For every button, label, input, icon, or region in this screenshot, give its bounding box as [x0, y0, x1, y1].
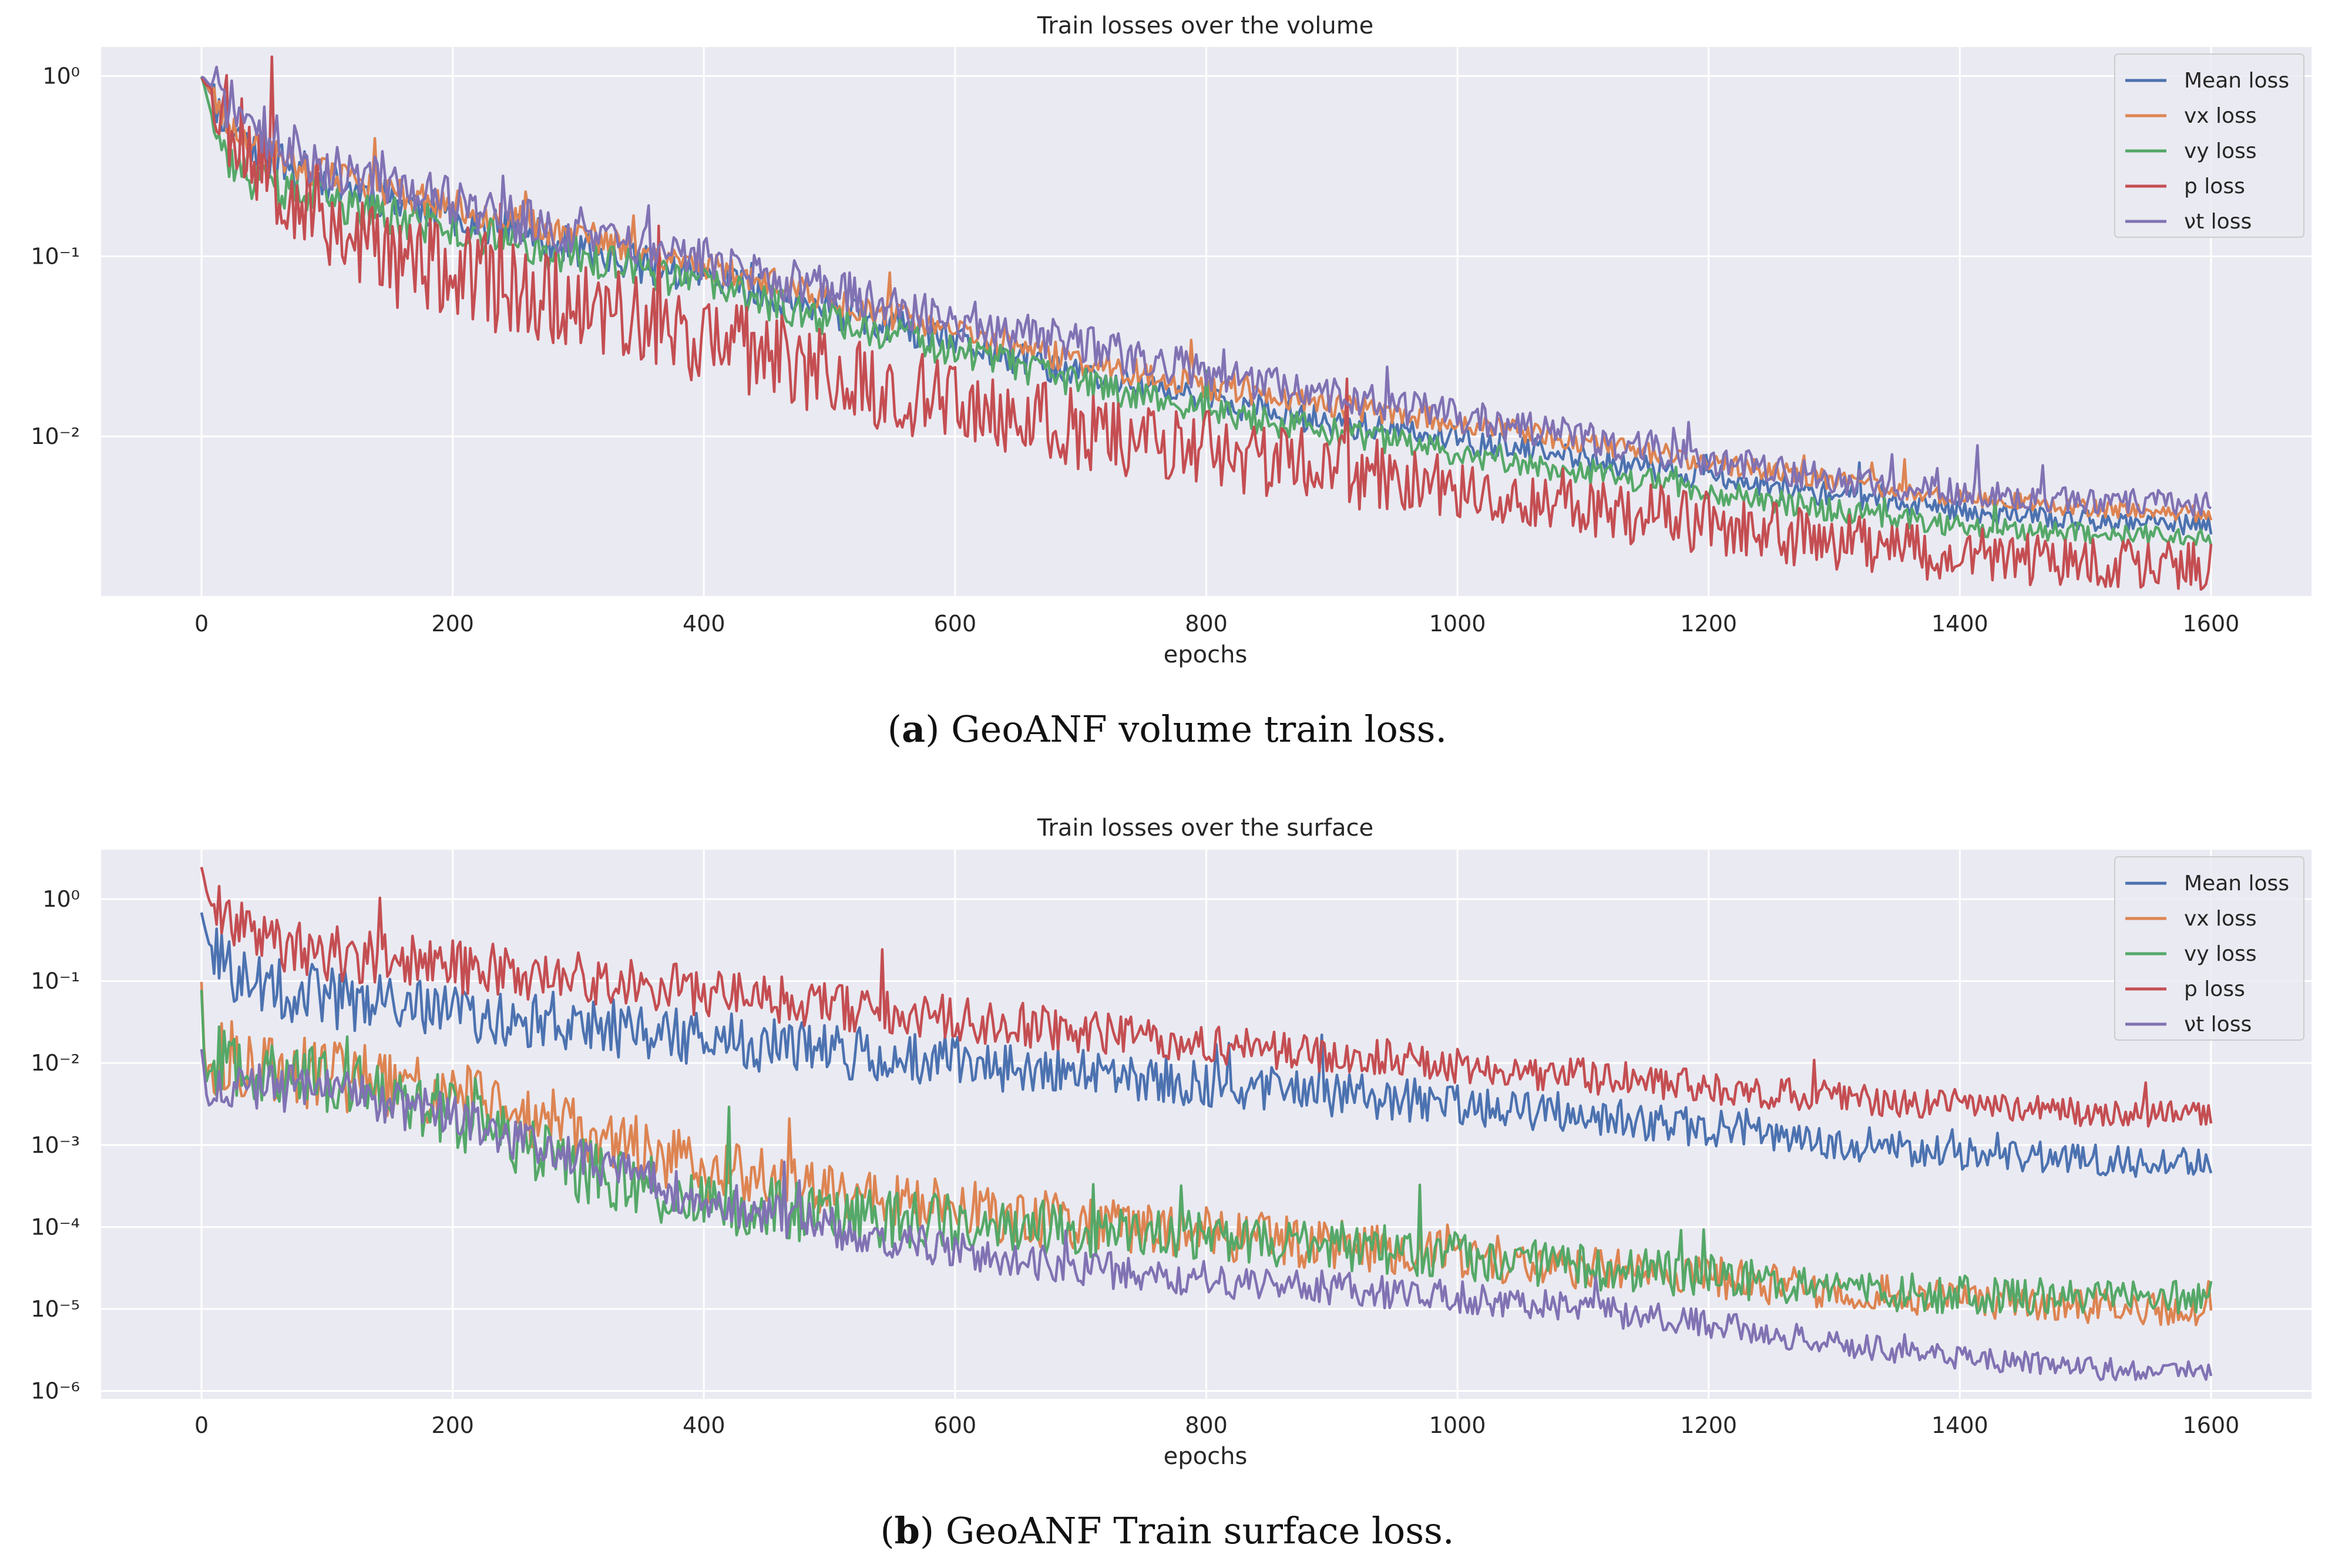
x-tick-label: 200	[431, 611, 474, 637]
y-tick-label: 10⁻¹	[31, 243, 80, 269]
caption-a: (a) GeoANF volume train loss.	[888, 708, 1447, 751]
y-tick-label: 10⁻⁶	[31, 1378, 80, 1404]
legend-label: vy loss	[2184, 139, 2257, 163]
legend: Mean loss vx loss vy loss p loss νt loss	[2114, 856, 2304, 1041]
series-line-4	[200, 1049, 2213, 1382]
series-lines	[200, 867, 2213, 1382]
y-tick-label: 10⁰	[42, 886, 80, 912]
x-axis-label: epochs	[1164, 1443, 1248, 1470]
x-tick-label: 600	[934, 611, 977, 637]
y-tick-label: 10⁻¹	[31, 968, 80, 994]
panel-volume: Train losses over the volume 0 200 400 600 8…	[31, 12, 2312, 751]
x-tick-label: 0	[194, 611, 209, 637]
x-tick-label: 400	[683, 611, 725, 637]
legend: Mean loss vx loss vy loss p loss νt loss	[2114, 53, 2304, 238]
legend-label: Mean loss	[2184, 69, 2289, 93]
x-tick-label: 200	[431, 1412, 474, 1438]
x-tick-label: 1400	[1931, 1412, 1988, 1438]
x-tick-label: 1400	[1931, 611, 1988, 637]
x-tick-labels: 0 200 400 600 800 1000 1200 1400 1600	[194, 611, 2239, 637]
panel-surface: Train losses over the surface 0 200 400 600…	[31, 815, 2312, 1552]
x-tick-label: 800	[1185, 611, 1228, 637]
series-line-0	[200, 912, 2213, 1178]
x-axis-label: epochs	[1164, 641, 1248, 668]
x-tick-labels: 0 200 400 600 800 1000 1200 1400 1600	[194, 1412, 2239, 1438]
legend-label: vy loss	[2184, 942, 2257, 966]
chart-title: Train losses over the volume	[1037, 12, 1374, 39]
y-tick-labels: 10⁰ 10⁻¹ 10⁻² 10⁻³ 10⁻⁴ 10⁻⁵ 10⁻⁶	[31, 886, 80, 1404]
caption-b-tag: b	[895, 1509, 920, 1552]
legend-label: p loss	[2184, 977, 2245, 1001]
series-line-3	[200, 867, 2213, 1128]
series-line-2	[200, 76, 2213, 546]
x-tick-label: 400	[683, 1412, 725, 1438]
x-tick-label: 600	[934, 1412, 977, 1438]
series-line-1	[200, 981, 2213, 1327]
x-tick-label: 1000	[1429, 1412, 1486, 1438]
y-tick-label: 10⁻²	[31, 423, 80, 449]
y-tick-label: 10⁰	[42, 63, 80, 89]
series-lines	[200, 55, 2213, 591]
x-tick-label: 800	[1185, 1412, 1228, 1438]
legend-label: vx loss	[2184, 104, 2257, 128]
y-tick-labels: 10⁰ 10⁻¹ 10⁻²	[31, 63, 80, 450]
x-tick-label: 1200	[1680, 611, 1737, 637]
y-tick-label: 10⁻³	[31, 1132, 80, 1158]
legend-label: Mean loss	[2184, 872, 2289, 896]
legend-label: vx loss	[2184, 907, 2257, 931]
legend-label: νt loss	[2184, 210, 2252, 234]
x-tick-label: 1200	[1680, 1412, 1737, 1438]
caption-a-tag: a	[902, 708, 925, 751]
series-line-2	[200, 990, 2213, 1316]
chart-title: Train losses over the surface	[1037, 815, 1373, 842]
y-tick-label: 10⁻²	[31, 1050, 80, 1076]
x-tick-label: 1600	[2183, 1412, 2240, 1438]
x-tick-label: 0	[194, 1412, 209, 1438]
legend-label: p loss	[2184, 174, 2245, 198]
legend-box	[2114, 53, 2304, 238]
x-tick-label: 1000	[1429, 611, 1486, 637]
legend-label: νt loss	[2184, 1012, 2252, 1037]
caption-b: (b) GeoANF Train surface loss.	[880, 1509, 1454, 1552]
caption-a-text: GeoANF volume train loss.	[951, 708, 1447, 751]
series-line-3	[200, 55, 2213, 591]
legend-box	[2114, 856, 2304, 1041]
y-tick-label: 10⁻⁴	[31, 1214, 80, 1240]
x-tick-label: 1600	[2183, 611, 2240, 637]
series-line-4	[200, 65, 2212, 517]
y-tick-label: 10⁻⁵	[31, 1296, 80, 1322]
caption-b-text: GeoANF Train surface loss.	[946, 1509, 1454, 1552]
